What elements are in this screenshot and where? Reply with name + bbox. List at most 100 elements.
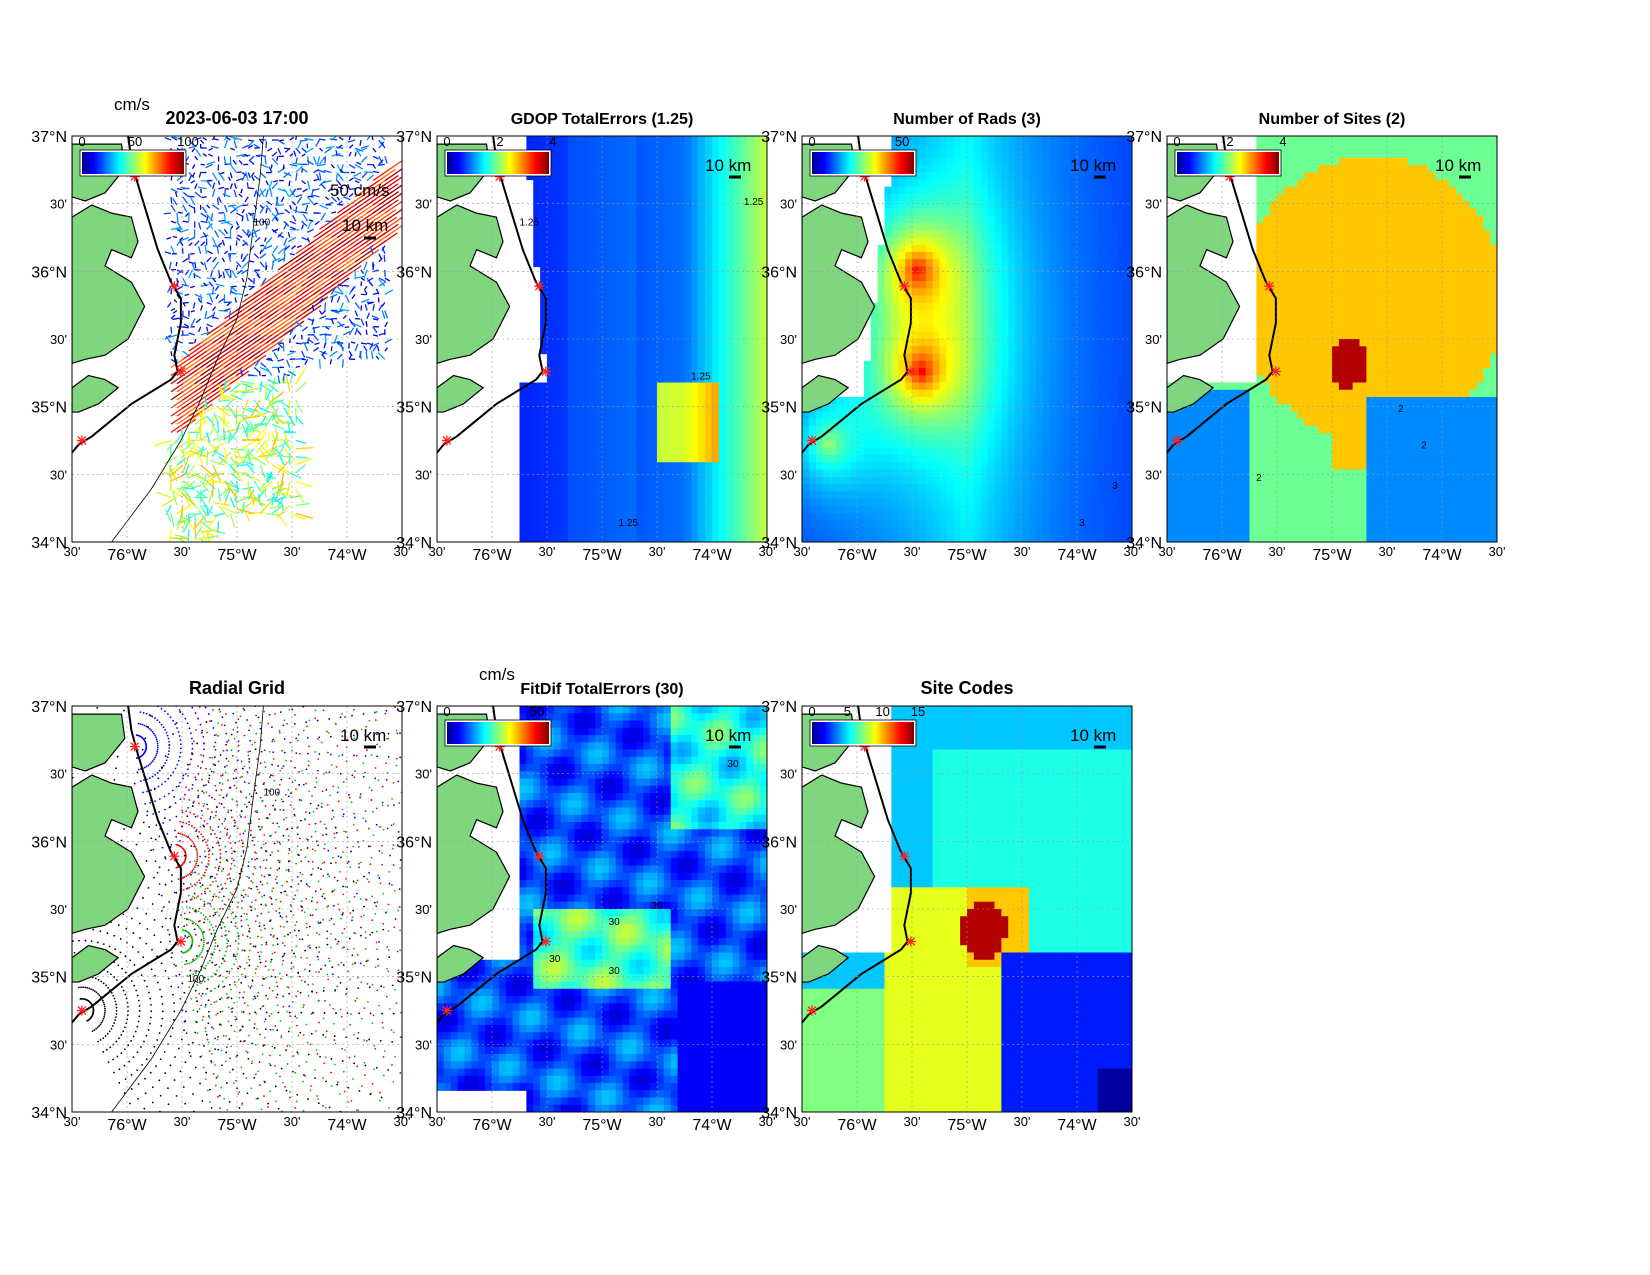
field-cell <box>650 469 658 478</box>
field-cell <box>581 172 589 181</box>
field-cell <box>980 201 989 210</box>
field-cell <box>663 360 672 369</box>
field-cell <box>877 266 886 275</box>
field-cell <box>732 527 741 536</box>
field-cell <box>980 346 989 355</box>
field-cell <box>622 317 631 326</box>
field-cell <box>718 324 727 333</box>
field-cell <box>677 186 686 195</box>
field-cell <box>684 505 692 514</box>
field-cell <box>1022 462 1030 471</box>
field-cell <box>946 252 954 260</box>
field-cell <box>973 230 982 239</box>
field-cell <box>980 397 989 405</box>
field-cell <box>857 491 865 500</box>
field-cell <box>939 404 947 413</box>
field-cell <box>980 310 989 318</box>
current-vector <box>247 172 251 178</box>
current-vector <box>277 375 281 384</box>
field-cell <box>705 165 713 173</box>
field-cell <box>581 418 589 427</box>
field-cell <box>1008 382 1016 391</box>
current-vector <box>172 310 178 314</box>
field-cell <box>932 208 941 217</box>
current-vector <box>228 136 237 141</box>
field-cell <box>987 447 996 456</box>
field-cell <box>808 491 817 500</box>
current-vector <box>245 473 261 482</box>
field-cell <box>898 433 906 442</box>
field-cell <box>898 527 906 536</box>
field-cell <box>684 462 692 471</box>
field-cell <box>932 194 941 202</box>
field-cell <box>939 252 947 260</box>
field-cell <box>526 520 534 529</box>
field-cell <box>657 252 665 260</box>
field-cell <box>588 476 596 485</box>
field-cell <box>657 426 665 434</box>
field-cell <box>898 223 906 231</box>
field-cell <box>960 513 968 521</box>
field-cell <box>533 484 541 492</box>
current-vector <box>267 496 279 502</box>
field-cell <box>547 295 555 304</box>
field-cell <box>815 462 824 471</box>
current-vector <box>218 274 223 279</box>
field-cell <box>884 259 892 268</box>
field-cell <box>567 143 576 152</box>
current-vector <box>253 480 262 493</box>
field-cell <box>946 368 954 376</box>
field-cell <box>925 404 934 413</box>
field-cell <box>691 157 699 166</box>
current-vector <box>229 513 236 528</box>
field-cell <box>843 462 851 471</box>
current-vector <box>217 521 220 533</box>
field-cell <box>547 143 555 152</box>
field-cell <box>739 527 747 536</box>
field-cell <box>540 302 548 311</box>
field-cell <box>898 273 906 282</box>
field-cell <box>870 513 879 521</box>
field-cell <box>581 259 589 268</box>
current-vector <box>163 212 172 215</box>
field-cell <box>602 273 610 282</box>
field-cell <box>705 230 713 239</box>
field-cell <box>677 505 686 514</box>
field-cell <box>898 476 906 485</box>
field-cell <box>560 317 569 326</box>
field-cell <box>725 455 734 463</box>
field-cell <box>980 150 989 159</box>
current-vector <box>206 415 216 426</box>
current-vector <box>264 245 273 250</box>
field-cell <box>960 237 968 246</box>
field-cell <box>739 150 747 159</box>
field-cell <box>574 505 582 514</box>
field-cell <box>808 484 817 492</box>
field-cell <box>863 498 872 507</box>
current-vector <box>271 493 276 506</box>
field-cell <box>574 317 582 326</box>
field-cell <box>1008 411 1016 420</box>
current-vector <box>369 342 374 350</box>
field-cell <box>705 476 713 485</box>
current-vector <box>168 464 172 477</box>
field-cell <box>932 447 941 456</box>
field-cell <box>1001 194 1009 202</box>
field-cell <box>967 223 975 231</box>
current-vector <box>289 326 297 333</box>
field-cell <box>650 295 658 304</box>
current-vector <box>275 455 290 458</box>
field-cell <box>760 194 767 202</box>
field-cell <box>615 310 624 318</box>
field-cell <box>746 324 754 333</box>
field-cell <box>932 339 941 347</box>
field-cell <box>698 527 706 536</box>
field-cell <box>898 302 906 311</box>
field-cell <box>925 288 934 297</box>
field-cell <box>602 368 610 376</box>
current-vector <box>182 302 186 307</box>
field-cell <box>677 527 686 536</box>
current-vector <box>236 464 249 467</box>
current-vector <box>224 427 242 434</box>
field-cell <box>953 288 961 297</box>
